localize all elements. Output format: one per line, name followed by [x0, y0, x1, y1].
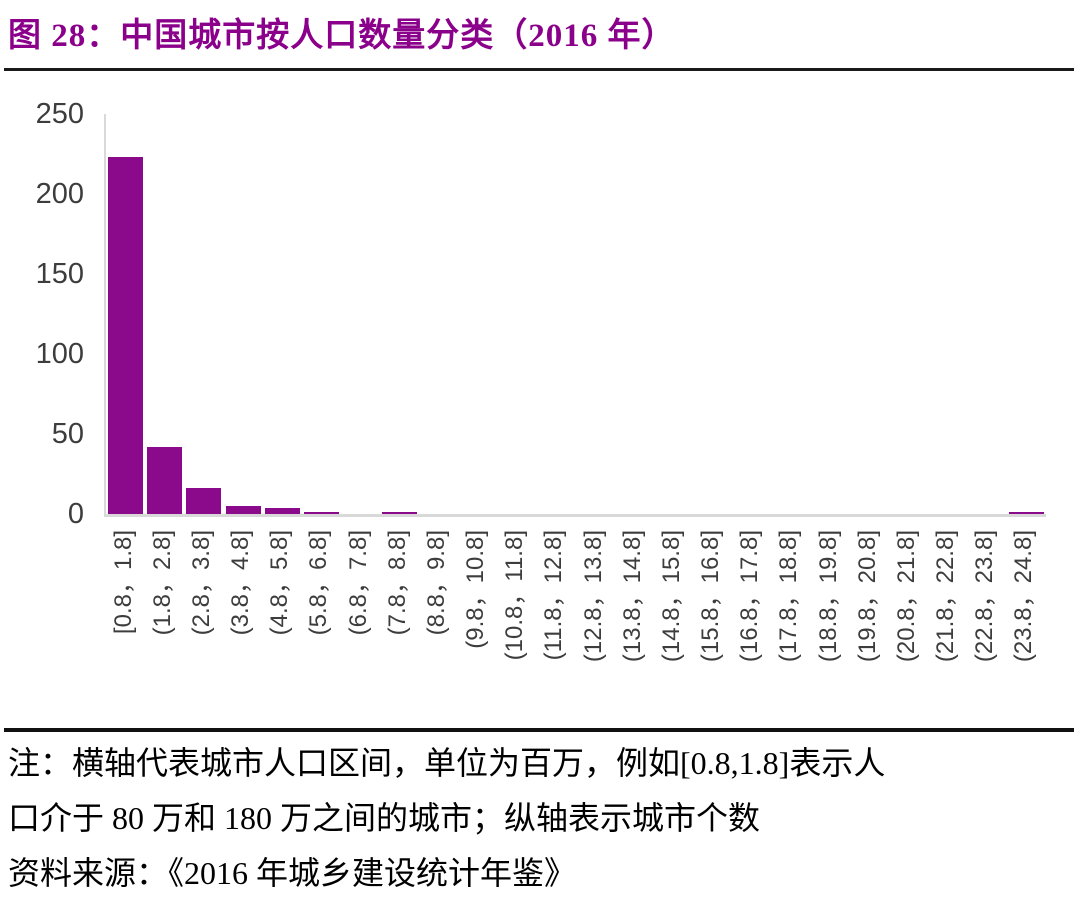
x-tick-label: (12.8，13.8] [579, 530, 607, 663]
x-tick-label: (2.8，3.8] [187, 530, 215, 636]
x-tick-label: (10.8，11.8] [501, 530, 529, 661]
chart-bottom-rule [4, 728, 1074, 732]
y-tick-label: 200 [35, 178, 84, 210]
x-tick-label: (18.8，19.8] [814, 530, 842, 663]
x-tick-label: (17.8，18.8] [775, 530, 803, 663]
x-tick-label: (3.8，4.8] [227, 530, 255, 636]
note-line-1: 注：横轴代表城市人口区间，单位为百万，例如[0.8,1.8]表示人 [8, 745, 886, 781]
plot-area [104, 114, 1046, 517]
x-axis-tick-labels: [0.8，1.8] (1.8，2.8] (2.8，3.8] (3.8，4.8] (4.8… [104, 517, 1044, 714]
bar-chart: [0.8，1.8] (1.8，2.8] (2.8，3.8] (3.8，4.8] (4.8… [0, 94, 1080, 714]
x-tick-label: (20.8，21.8] [892, 530, 920, 663]
bar [108, 157, 144, 514]
x-tick-label: (22.8，23.8] [971, 530, 999, 663]
figure-title: 图 28：中国城市按人口数量分类（2016 年） [8, 18, 676, 54]
bar [225, 506, 261, 514]
x-tick-label: (8.8，9.8] [422, 530, 450, 636]
bar [264, 507, 300, 514]
x-tick-label: (14.8，15.8] [657, 530, 685, 663]
x-tick-label: (4.8，5.8] [266, 530, 294, 636]
x-tick-label: (23.8，24.8] [1010, 530, 1038, 663]
y-tick-label: 0 [67, 498, 84, 530]
x-tick-label: (11.8，12.8] [540, 530, 568, 661]
y-tick-label: 100 [35, 338, 84, 370]
bar [186, 488, 222, 514]
note-line-2: 口介于 80 万和 180 万之间的城市；纵轴表示城市个数 [8, 800, 761, 836]
x-tick-label: (13.8，14.8] [618, 530, 646, 663]
x-tick-label: [0.8，1.8] [109, 530, 137, 635]
source-note: 资料来源：《2016 年城乡建设统计年鉴》 [8, 855, 577, 891]
x-tick-label: (16.8，17.8] [736, 530, 764, 663]
title-separator-rule [4, 68, 1074, 71]
x-tick-label: (9.8，10.8] [462, 530, 490, 649]
bar [1008, 512, 1044, 514]
y-tick-label: 250 [35, 98, 84, 130]
bar [303, 512, 339, 514]
x-tick-label: (1.8，2.8] [148, 530, 176, 636]
x-tick-label: (21.8，22.8] [932, 530, 960, 663]
footnotes: 注：横轴代表城市人口区间，单位为百万，例如[0.8,1.8]表示人 口介于 80… [8, 736, 1072, 901]
y-tick-label: 150 [35, 258, 84, 290]
x-tick-label: (19.8，20.8] [853, 530, 881, 663]
bar [382, 512, 418, 514]
x-tick-label: (15.8，16.8] [697, 530, 725, 663]
x-tick-label: (7.8，8.8] [383, 530, 411, 636]
x-tick-label: (5.8，6.8] [305, 530, 333, 636]
y-tick-label: 50 [51, 418, 84, 450]
x-tick-label: (6.8，7.8] [344, 530, 372, 636]
bar [147, 446, 183, 514]
